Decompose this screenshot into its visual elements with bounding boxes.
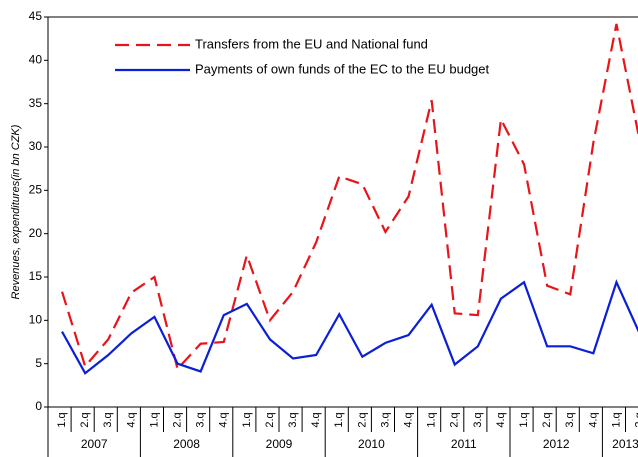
x-tick-label: 2.q xyxy=(541,412,553,427)
x-tick-label: 4.q xyxy=(218,412,230,427)
x-tick-label: 1.q xyxy=(333,412,345,427)
x-tick-label: 4.q xyxy=(310,412,322,427)
x-tick-label: 2.q xyxy=(633,412,638,427)
y-tick-label: 10 xyxy=(29,313,43,327)
x-tick-label: 3.q xyxy=(379,412,391,427)
y-tick-label: 25 xyxy=(29,183,43,197)
series-line xyxy=(61,279,638,375)
x-tick-label: 2.q xyxy=(171,412,183,427)
x-tick-label: 4.q xyxy=(495,412,507,427)
x-tick-label: 3.q xyxy=(102,412,114,427)
y-tick-label: 20 xyxy=(29,226,43,240)
year-label: 2008 xyxy=(173,437,200,451)
x-tick-label: 2.q xyxy=(264,412,276,427)
year-label: 2010 xyxy=(358,437,385,451)
x-tick-label: 1.q xyxy=(148,412,160,427)
y-tick-label: 15 xyxy=(29,269,43,283)
x-tick-label: 3.q xyxy=(287,412,299,427)
x-tick-label: 3.q xyxy=(472,412,484,427)
year-label: 2007 xyxy=(81,437,108,451)
year-label: 2013 xyxy=(612,437,638,451)
x-tick-label: 3.q xyxy=(564,412,576,427)
year-label: 2012 xyxy=(543,437,570,451)
y-tick-label: 35 xyxy=(29,96,43,110)
plot-frame xyxy=(47,16,638,408)
x-tick-label: 2.q xyxy=(449,412,461,427)
x-tick-label: 4.q xyxy=(402,412,414,427)
x-tick-label: 4.q xyxy=(587,412,599,427)
x-tick-label: 2.q xyxy=(79,412,91,427)
x-tick-label: 3.q xyxy=(195,412,207,427)
y-axis-label: Revenues, expenditures(in bn CZK) xyxy=(10,124,22,299)
year-label: 2011 xyxy=(451,437,477,451)
y-tick-label: 5 xyxy=(35,356,42,370)
x-tick-label: 1.q xyxy=(426,412,438,427)
legend-label: Transfers from the EU and National fund xyxy=(195,36,428,51)
x-tick-label: 1.q xyxy=(518,412,530,427)
x-tick-label: 2.q xyxy=(356,412,368,427)
series-line xyxy=(60,23,638,372)
year-label: 2009 xyxy=(266,437,293,451)
legend-label: Payments of own funds of the EC to the E… xyxy=(195,61,490,76)
x-tick-label: 4.q xyxy=(125,412,137,427)
y-tick-label: 30 xyxy=(29,139,43,153)
x-tick-label: 1.q xyxy=(56,412,68,427)
x-tick-label: 1.q xyxy=(610,412,622,427)
y-tick-label: 0 xyxy=(35,399,42,413)
y-tick-label: 45 xyxy=(29,9,43,23)
y-tick-label: 40 xyxy=(29,53,43,67)
x-tick-label: 1.q xyxy=(241,412,253,427)
